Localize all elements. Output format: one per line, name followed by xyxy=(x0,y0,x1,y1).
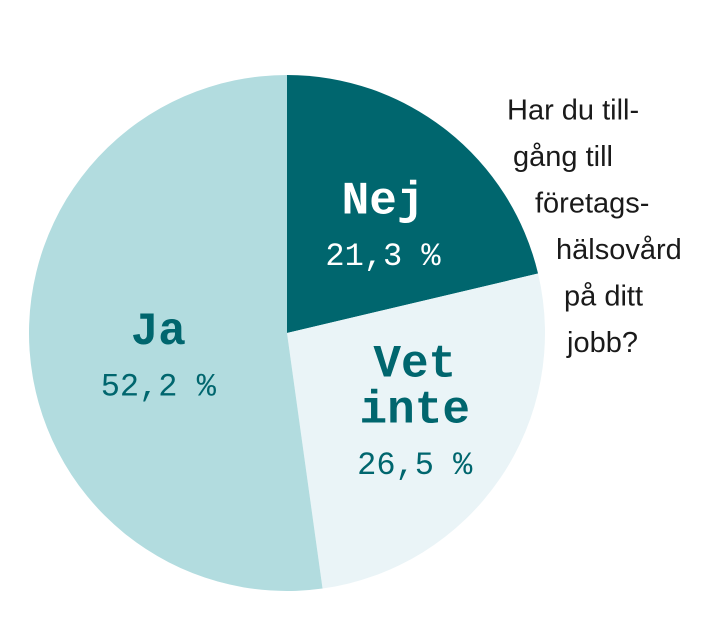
slice-label: Ja xyxy=(131,306,186,358)
chart-title-line: hälsovård xyxy=(556,234,682,266)
pie-slice xyxy=(287,75,539,333)
chart-title-line: företags- xyxy=(535,188,649,220)
slice-label-line: inte xyxy=(360,385,470,437)
value-label: 21,3 % xyxy=(325,238,441,275)
chart-title-line: Har du till- xyxy=(507,95,639,127)
chart-title-line: jobb? xyxy=(566,327,638,359)
chart-title-line: på ditt xyxy=(564,281,643,313)
slice-label: Vet inte xyxy=(360,339,470,437)
chart-title-line: gång till xyxy=(513,141,613,173)
value-label: 26,5 % xyxy=(357,447,473,484)
value-label: 52,2 % xyxy=(101,368,217,405)
slice-label-line: Vet xyxy=(373,339,456,391)
pie-slice xyxy=(287,273,545,589)
pie-slice xyxy=(29,75,323,591)
slice-label: Nej xyxy=(342,176,425,228)
